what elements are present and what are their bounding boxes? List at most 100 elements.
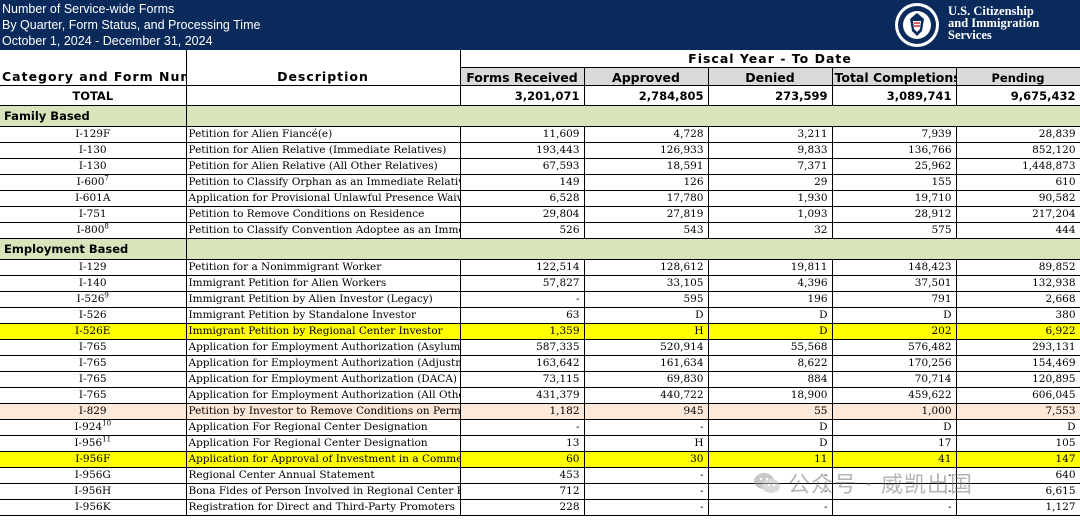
approved-cell: 30 [584, 451, 709, 468]
approved-cell: 440,722 [584, 387, 709, 404]
completions-cell: 25,962 [832, 158, 957, 175]
total-approved: 2,784,805 [584, 85, 709, 106]
form-number-cell: I-526 [0, 307, 187, 324]
approved-cell: 945 [584, 403, 709, 420]
table-row: I-526E Immigrant Petition by Regional Cen… [0, 323, 1080, 340]
report-subtitle: By Quarter, Form Status, and Processing … [2, 18, 261, 32]
form-number: I-829 [78, 405, 107, 417]
pending-cell: 7,553 [956, 403, 1080, 420]
completions-cell: - [832, 499, 957, 516]
denied-cell: - [708, 499, 833, 516]
completions-cell: 41 [832, 451, 957, 468]
total-row: TOTAL 3,201,071 2,784,805 273,599 3,089,… [0, 85, 1080, 106]
form-number: I-924 [74, 421, 103, 433]
table-row: I-5269 Immigrant Petition by Alien Invest… [0, 291, 1080, 308]
pending-cell: 444 [956, 222, 1080, 239]
table-row: I-765 Application for Employment Authoriz… [0, 387, 1080, 404]
form-number: I-956K [74, 501, 111, 513]
received-column-header: Forms Received [460, 67, 585, 86]
form-description: Petition by Investor to Remove Condition… [186, 403, 461, 420]
form-description: Petition for Alien Relative (Immediate R… [186, 142, 461, 159]
total-completions: 3,089,741 [832, 85, 957, 106]
denied-cell: 18,900 [708, 387, 833, 404]
received-cell: 29,804 [460, 206, 585, 223]
completions-cell: 202 [832, 323, 957, 340]
form-number-cell: I-956H [0, 483, 187, 500]
received-cell: 13 [460, 435, 585, 452]
denied-cell: D [708, 323, 833, 340]
form-number-cell: I-765 [0, 355, 187, 372]
approved-cell: 17,780 [584, 190, 709, 207]
received-cell: 431,379 [460, 387, 585, 404]
form-description: Immigrant Petition by Alien Investor (Le… [186, 291, 461, 308]
approved-cell: 18,591 [584, 158, 709, 175]
approved-column-header: Approved [584, 67, 709, 86]
form-number: I-800 [76, 224, 105, 236]
form-number: I-956G [74, 469, 111, 481]
report-title: Number of Service-wide Forms [2, 2, 175, 16]
received-cell: 73,115 [460, 371, 585, 388]
received-cell: 163,642 [460, 355, 585, 372]
form-number-cell: I-526E [0, 323, 187, 340]
wechat-watermark: 公众号 · 威凯出国 [752, 466, 1074, 500]
approved-cell: 27,819 [584, 206, 709, 223]
received-cell: 526 [460, 222, 585, 239]
pending-cell: 6,615 [956, 483, 1080, 500]
denied-cell: 32 [708, 222, 833, 239]
pending-cell: 28,839 [956, 126, 1080, 143]
form-number-cell: I-6007 [0, 174, 187, 191]
section-fill [186, 238, 1080, 260]
table-row: I-129F Petition for Alien Fiancé(e) 11,609… [0, 126, 1080, 143]
pending-cell: 132,938 [956, 275, 1080, 292]
form-description: Petition for a Nonimmigrant Worker [186, 259, 461, 276]
table-row: I-751 Petition to Remove Conditions on Re… [0, 206, 1080, 223]
completions-cell: 170,256 [832, 355, 957, 372]
received-cell: 11,609 [460, 126, 585, 143]
received-cell: 6,528 [460, 190, 585, 207]
pending-cell: 89,852 [956, 259, 1080, 276]
form-description: Immigrant Petition by Regional Center In… [186, 323, 461, 340]
form-number-cell: I-5269 [0, 291, 187, 308]
received-cell: - [460, 419, 585, 436]
wechat-icon [754, 473, 780, 493]
denied-cell: 884 [708, 371, 833, 388]
received-cell: 1,182 [460, 403, 585, 420]
table-row: I-129 Petition for a Nonimmigrant Worker 1… [0, 259, 1080, 276]
completions-cell: 575 [832, 222, 957, 239]
approved-cell: - [584, 499, 709, 516]
pending-cell: 610 [956, 174, 1080, 191]
form-description: Petition to Classify Orphan as an Immedi… [186, 174, 461, 191]
form-number: I-956F [75, 453, 111, 465]
approved-cell: 595 [584, 291, 709, 308]
form-number: I-130 [78, 144, 107, 156]
denied-cell: 9,833 [708, 142, 833, 159]
completions-cell: 37,501 [832, 275, 957, 292]
table-row: I-130 Petition for Alien Relative (All Ot… [0, 158, 1080, 175]
completions-column-header: Total Completions [832, 67, 957, 86]
form-description: Petition for Alien Fiancé(e) [186, 126, 461, 143]
approved-cell: H [584, 323, 709, 340]
footnote-marker: 9 [104, 291, 109, 300]
completions-cell: - [832, 483, 957, 500]
completions-cell: 148,423 [832, 259, 957, 276]
table-row: I-140 Immigrant Petition for Alien Worker… [0, 275, 1080, 292]
form-description: Petition for Alien Relative (All Other R… [186, 158, 461, 175]
form-number-cell: I-956K [0, 499, 187, 516]
received-cell: 122,514 [460, 259, 585, 276]
form-description: Application for Employment Authorization… [186, 387, 461, 404]
pending-cell: 293,131 [956, 339, 1080, 356]
pending-cell: 1,448,873 [956, 158, 1080, 175]
total-received: 3,201,071 [460, 85, 585, 106]
denied-cell: 55 [708, 403, 833, 420]
footnote-marker: 11 [102, 435, 112, 444]
agency-line-1: U.S. Citizenship [948, 4, 1034, 18]
received-cell: 193,443 [460, 142, 585, 159]
completions-cell: 19,710 [832, 190, 957, 207]
report-header: Number of Service-wide Forms By Quarter,… [0, 0, 1080, 50]
completions-cell: 576,482 [832, 339, 957, 356]
form-number-cell: I-601A [0, 190, 187, 207]
approved-cell: 520,914 [584, 339, 709, 356]
approved-cell: 126,933 [584, 142, 709, 159]
received-cell: 67,593 [460, 158, 585, 175]
form-number: I-526E [75, 325, 111, 337]
